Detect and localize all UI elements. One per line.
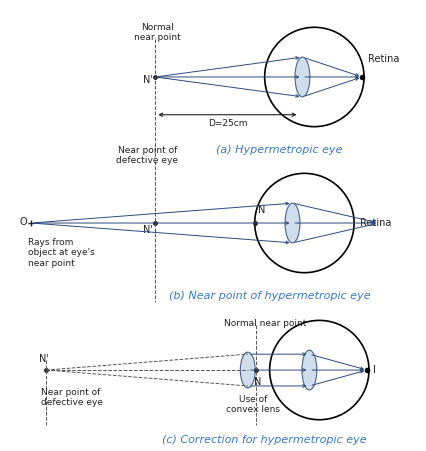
Text: N': N' [142, 225, 152, 235]
Text: Retina: Retina [367, 54, 398, 64]
Text: I: I [372, 365, 375, 375]
Text: N: N [253, 377, 261, 387]
Ellipse shape [240, 352, 255, 388]
Text: Rays from
object at eye's
near point: Rays from object at eye's near point [28, 238, 95, 268]
Text: Normal near point: Normal near point [224, 319, 306, 328]
Ellipse shape [301, 350, 316, 390]
Text: Near point of
defective eye: Near point of defective eye [116, 146, 178, 166]
Text: (b) Near point of hypermetropic eye: (b) Near point of hypermetropic eye [168, 290, 370, 300]
Text: O: O [20, 217, 27, 227]
Text: Near point of
defective eye: Near point of defective eye [41, 388, 103, 407]
Text: (a) Hypermetropic eye: (a) Hypermetropic eye [216, 144, 342, 155]
Text: N: N [257, 205, 265, 215]
Text: D=25cm: D=25cm [207, 119, 247, 128]
Ellipse shape [285, 203, 299, 243]
Text: N': N' [39, 354, 49, 364]
Text: Use of
convex lens: Use of convex lens [225, 395, 279, 414]
Text: (c) Correction for hypermetropic eye: (c) Correction for hypermetropic eye [162, 435, 366, 445]
Ellipse shape [294, 57, 309, 97]
Text: N': N' [142, 75, 152, 85]
Text: Normal
near point: Normal near point [134, 23, 180, 42]
Text: Retina: Retina [359, 218, 391, 228]
